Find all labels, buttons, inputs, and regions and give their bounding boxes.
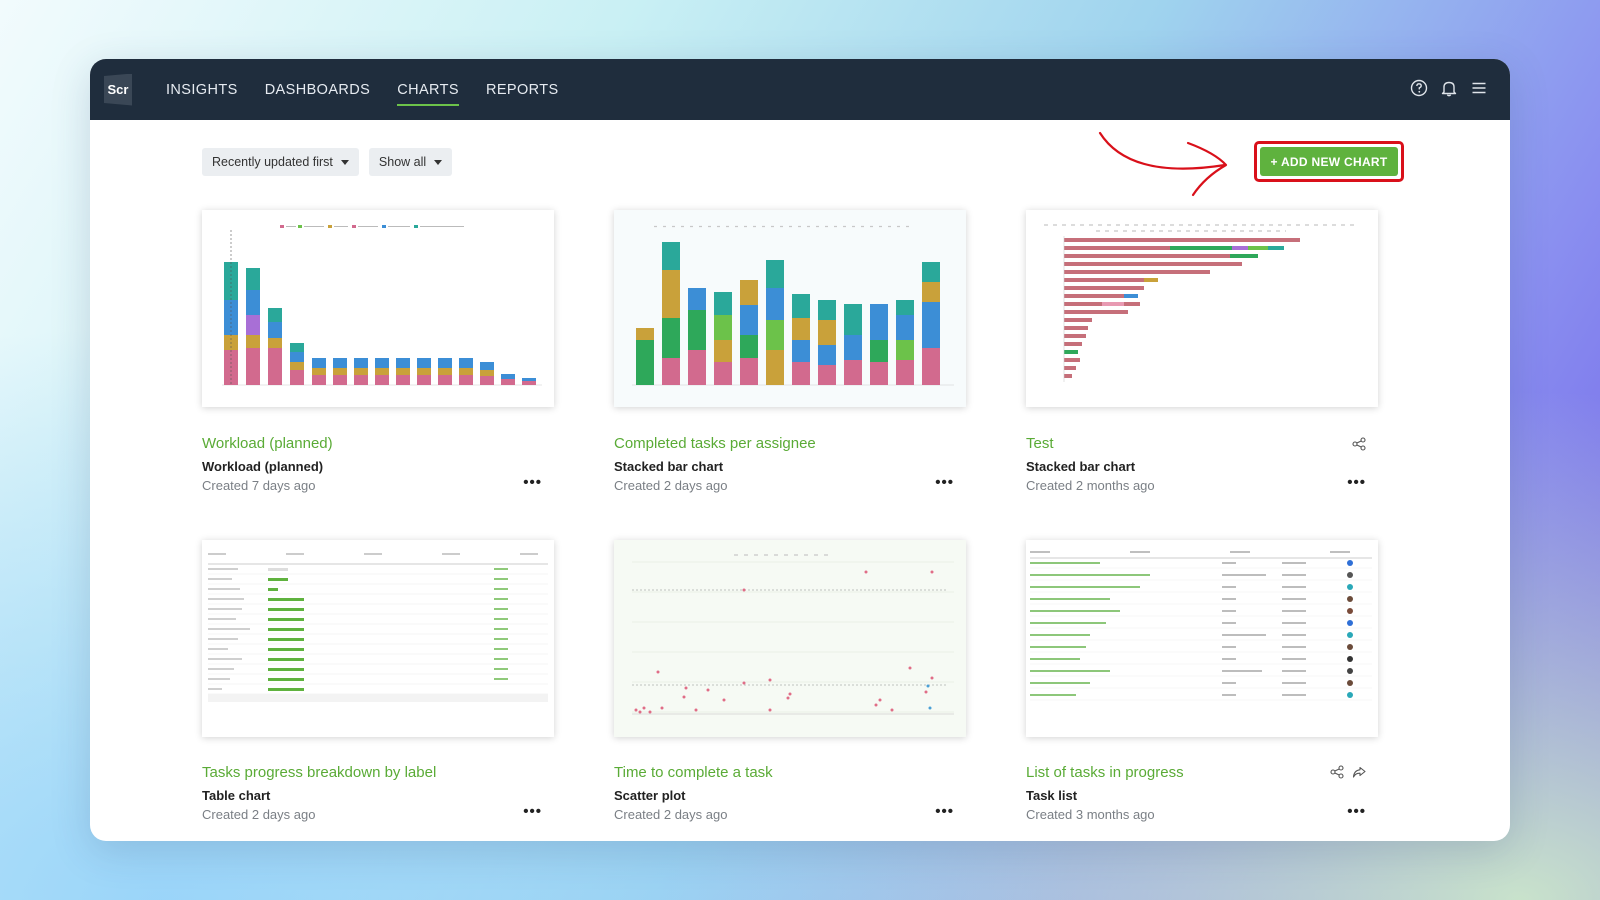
nav-insights[interactable]: INSIGHTS	[166, 81, 238, 98]
chart-thumbnail[interactable]	[614, 210, 966, 407]
forward-icon[interactable]	[1352, 765, 1366, 779]
chart-thumbnail[interactable]	[202, 210, 554, 407]
chart-title[interactable]: Time to complete a task	[614, 764, 773, 781]
more-options-icon[interactable]: •••	[935, 803, 954, 820]
thumb-table-rows	[208, 573, 548, 695]
chart-title[interactable]: Tasks progress breakdown by label	[202, 764, 437, 781]
share-icon[interactable]	[1352, 437, 1366, 451]
charts-page: Recently updated first Show all + ADD NE…	[90, 120, 1510, 841]
chart-created: Created 2 days ago	[202, 807, 316, 822]
chart-created: Created 7 days ago	[202, 478, 316, 493]
chart-type: Workload (planned)	[202, 459, 324, 474]
thumb-points	[634, 570, 934, 714]
nav-charts[interactable]: CHARTS	[397, 78, 459, 106]
chart-thumbnail[interactable]	[1026, 210, 1378, 407]
bell-icon[interactable]	[1440, 79, 1458, 97]
thumb-avatars	[1347, 560, 1353, 698]
chart-card[interactable]: List of tasks in progress Task list Crea…	[1026, 540, 1378, 822]
chart-card[interactable]: Tasks progress breakdown by label Table …	[202, 540, 554, 822]
help-icon[interactable]	[1410, 79, 1428, 97]
add-new-chart-button[interactable]: + ADD NEW CHART	[1260, 147, 1398, 176]
add-chart-highlight: + ADD NEW CHART	[1254, 141, 1404, 182]
chart-created: Created 2 days ago	[614, 807, 728, 822]
chart-type: Stacked bar chart	[1026, 459, 1136, 474]
chart-card[interactable]: Completed tasks per assignee Stacked bar…	[614, 210, 966, 493]
chart-type: Scatter plot	[614, 788, 686, 803]
chart-title[interactable]: List of tasks in progress	[1026, 764, 1184, 781]
more-options-icon[interactable]: •••	[935, 474, 954, 491]
thumb-hbars	[1064, 238, 1300, 378]
more-options-icon[interactable]: •••	[1347, 474, 1366, 491]
nav-reports[interactable]: REPORTS	[485, 81, 559, 98]
annotation-arrow	[1098, 131, 1228, 197]
chevron-down-icon	[434, 159, 443, 165]
thumb-legend	[1044, 224, 1356, 232]
more-options-icon[interactable]: •••	[523, 474, 542, 491]
top-icons	[1410, 79, 1488, 97]
app-window: Scr INSIGHTS DASHBOARDS CHARTS REPORTS R…	[90, 59, 1510, 841]
thumb-legend	[280, 225, 464, 228]
filter-bar: Recently updated first Show all	[202, 148, 453, 176]
thumb-progress	[268, 568, 304, 691]
chart-type: Task list	[1026, 788, 1078, 803]
chart-thumbnail[interactable]	[1026, 540, 1378, 737]
thumb-task-links	[1030, 562, 1150, 696]
thumb-bars	[636, 242, 940, 385]
chart-thumbnail[interactable]	[202, 540, 554, 737]
chart-created: Created 3 months ago	[1026, 807, 1155, 822]
nav-dashboards[interactable]: DASHBOARDS	[264, 81, 371, 98]
chart-title[interactable]: Test	[1026, 435, 1054, 452]
chart-thumbnail[interactable]	[614, 540, 966, 737]
more-options-icon[interactable]: •••	[523, 803, 542, 820]
menu-icon[interactable]	[1470, 79, 1488, 97]
sort-dropdown[interactable]: Recently updated first	[202, 148, 359, 176]
thumb-bars	[224, 262, 536, 385]
app-logo[interactable]: Scr	[104, 73, 132, 106]
main-nav: INSIGHTS DASHBOARDS CHARTS REPORTS	[166, 78, 559, 106]
chevron-down-icon	[340, 159, 349, 165]
chart-created: Created 2 months ago	[1026, 478, 1155, 493]
top-navigation-bar: Scr INSIGHTS DASHBOARDS CHARTS REPORTS	[90, 59, 1510, 120]
sort-label: Recently updated first	[212, 155, 333, 169]
chart-title[interactable]: Completed tasks per assignee	[614, 435, 816, 452]
chart-type: Table chart	[202, 788, 271, 803]
more-options-icon[interactable]: •••	[1347, 803, 1366, 820]
chart-type: Stacked bar chart	[614, 459, 724, 474]
chart-card[interactable]: Workload (planned) Workload (planned) Cr…	[202, 210, 554, 493]
chart-created: Created 2 days ago	[614, 478, 728, 493]
show-dropdown[interactable]: Show all	[368, 148, 453, 176]
chart-card[interactable]: Time to complete a task Scatter plot Cre…	[614, 540, 966, 822]
share-icon[interactable]	[1330, 765, 1344, 779]
chart-card[interactable]: Test Stacked bar chart Created 2 months …	[1026, 210, 1378, 493]
chart-title[interactable]: Workload (planned)	[202, 435, 333, 452]
show-label: Show all	[378, 155, 427, 169]
